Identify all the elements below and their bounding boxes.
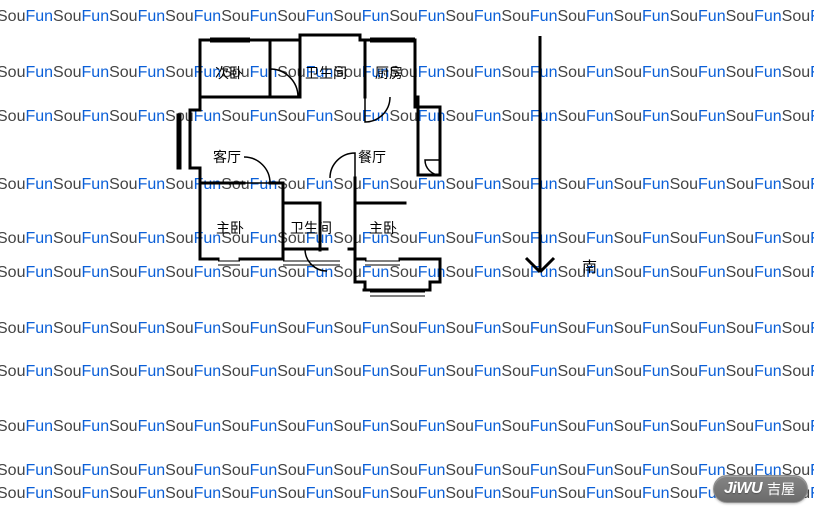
jiwu-logo-latin: JiWU [724,480,762,498]
door-swing [270,69,298,97]
jiwu-logo-cn: 吉屋 [767,479,795,499]
jiwu-logo-container: JiWU 吉屋 [713,475,808,503]
door-swing [425,160,440,175]
jiwu-pill: JiWU 吉屋 [713,475,808,503]
door-swing [330,153,355,178]
floorplan [0,0,814,519]
door-swing [244,157,270,183]
door-swing [305,249,327,271]
door-swing [365,97,390,122]
walls [178,35,440,290]
